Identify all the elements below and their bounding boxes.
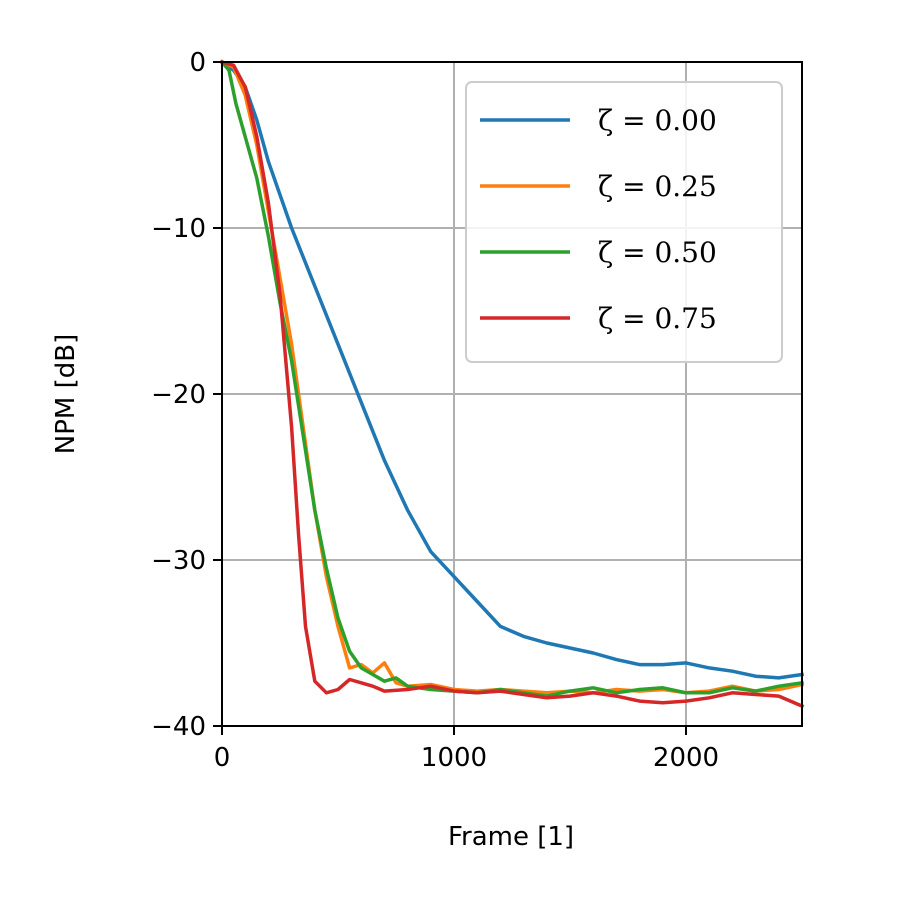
y-tick-label: −10 bbox=[151, 214, 206, 244]
y-tick-label: 0 bbox=[189, 48, 206, 78]
legend-label-0: ζ = 0.00 bbox=[598, 104, 717, 137]
y-tick-label: −40 bbox=[151, 712, 206, 742]
series-line-3 bbox=[219, 59, 805, 709]
legend-label-3: ζ = 0.75 bbox=[598, 302, 717, 335]
x-tick-label: 1000 bbox=[421, 743, 487, 773]
series-lines bbox=[219, 59, 805, 709]
axis-ticks: 0 1000 2000 0 −10 −20 −30 −40 bbox=[151, 48, 719, 773]
series-line-0 bbox=[219, 59, 804, 680]
legend-label-2: ζ = 0.50 bbox=[598, 236, 717, 269]
y-tick-label: −20 bbox=[151, 380, 206, 410]
y-axis-label: NPM [dB] bbox=[51, 334, 81, 454]
legend-box bbox=[465, 81, 783, 363]
x-tick-label: 0 bbox=[214, 743, 231, 773]
series-line-2 bbox=[219, 59, 804, 698]
legend: ζ = 0.00 ζ = 0.25 ζ = 0.50 ζ = 0.75 bbox=[465, 81, 783, 363]
x-tick-label: 2000 bbox=[653, 743, 719, 773]
x-axis-label: Frame [1] bbox=[448, 822, 574, 852]
legend-label-1: ζ = 0.25 bbox=[598, 170, 717, 203]
y-tick-label: −30 bbox=[151, 546, 206, 576]
